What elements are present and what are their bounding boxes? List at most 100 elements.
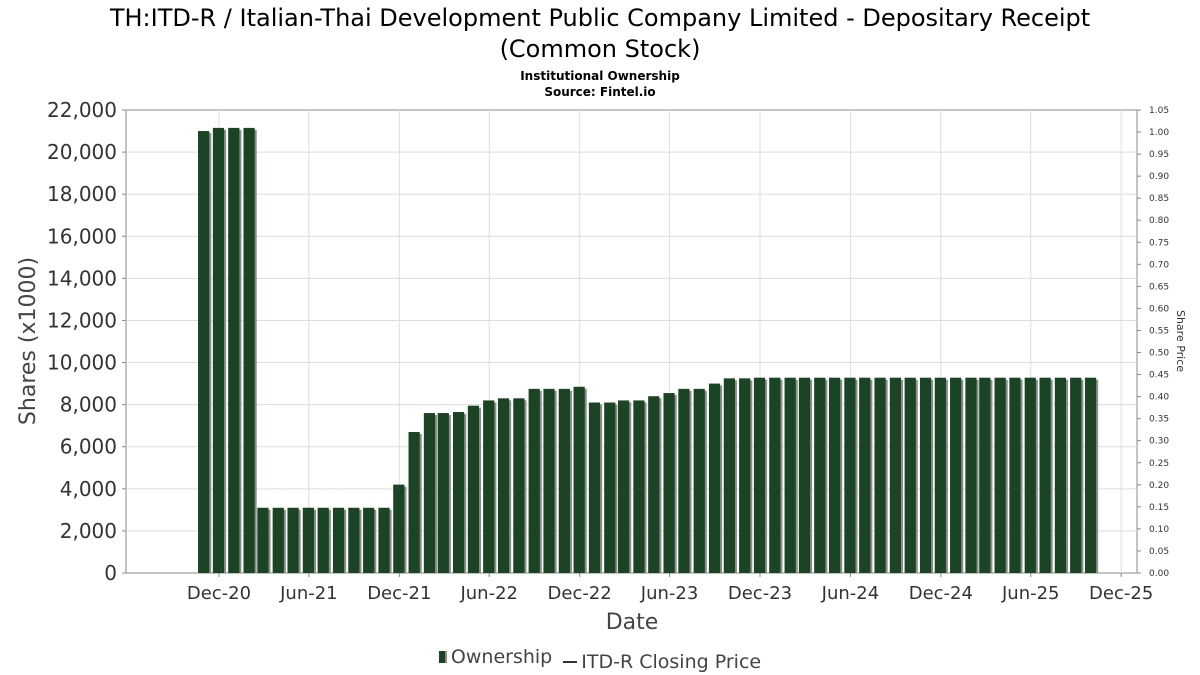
ownership-bar [1070, 377, 1082, 573]
ownership-bar [543, 388, 555, 573]
legend-item-ownership: Ownership [438, 646, 553, 668]
x-tick-label: Dec-22 [548, 583, 612, 604]
legend-item-price: ITD-R Closing Price [558, 651, 761, 673]
ownership-bar [814, 377, 826, 573]
y2-tick-label: 0.10 [1149, 525, 1169, 535]
x-tick-label: Jun-24 [821, 583, 880, 604]
ownership-bar [558, 388, 570, 573]
y2-tick-label: 0.30 [1149, 437, 1169, 447]
ownership-bar [663, 393, 675, 573]
ownership-bar [198, 131, 210, 573]
x-tick-label: Dec-20 [187, 583, 251, 604]
y2-tick-label: 0.35 [1149, 415, 1169, 425]
ownership-bar [467, 405, 480, 573]
chart-title-line-2: (Common Stock) [499, 35, 701, 63]
ownership-bar [317, 507, 329, 573]
ownership-bar [437, 413, 449, 573]
y-tick-label: 2,000 [60, 519, 117, 543]
ownership-bar [604, 402, 616, 573]
ownership-bars [198, 127, 1099, 573]
legend-label-ownership: Ownership [450, 646, 553, 668]
legend-bar-swatch [438, 651, 447, 663]
y2-tick-label: 0.70 [1149, 260, 1169, 270]
ownership-bar [829, 377, 841, 573]
ownership-bar [1039, 377, 1051, 573]
ownership-bar [423, 413, 436, 573]
ownership-bar [889, 377, 901, 573]
legend: Ownership ITD-R Closing Price [0, 646, 1200, 673]
ownership-bar [588, 402, 601, 573]
ownership-bar [1084, 377, 1097, 573]
y2-tick-label: 0.25 [1149, 459, 1169, 469]
ownership-bar [528, 388, 540, 573]
y-tick-label: 6,000 [60, 435, 117, 459]
x-tick-label: Dec-21 [367, 583, 431, 604]
y2-tick-label: 0.65 [1149, 282, 1169, 292]
ownership-bar [408, 431, 420, 573]
ownership-bar [950, 377, 962, 573]
ownership-bar [844, 377, 856, 573]
legend-line-swatch [563, 661, 578, 663]
ownership-bar [302, 507, 314, 573]
ownership-bar [753, 377, 766, 573]
y2-tick-label: 0.95 [1149, 150, 1169, 160]
legend-label-price: ITD-R Closing Price [581, 651, 762, 673]
x-tick-label: Jun-22 [459, 583, 518, 604]
ownership-bar [573, 386, 585, 573]
ownership-bar [979, 377, 991, 573]
x-tick-label: Jun-21 [279, 583, 338, 604]
y2-tick-label: 0.05 [1149, 547, 1169, 557]
ownership-bar [513, 398, 525, 573]
y2-tick-label: 0.90 [1149, 172, 1169, 182]
ownership-bar [272, 507, 284, 573]
ownership-bar [618, 400, 630, 573]
ownership-bar [693, 388, 705, 573]
chart-title-line-1: TH:ITD-R / Italian-Thai Development Publ… [109, 4, 1091, 32]
ownership-bar [243, 127, 255, 573]
ownership-bar [483, 400, 495, 573]
x-axis: Dec-20 Jun-21 Dec-21 Jun-22 Dec-22 Jun-23 Dec-… [187, 573, 1153, 604]
y2-tick-label: 0.00 [1149, 569, 1169, 579]
chart-subtitle-line-2: Source: Fintel.io [544, 85, 656, 99]
y2-tick-label: 0.80 [1149, 216, 1169, 226]
x-axis-title: Date [606, 610, 659, 635]
y2-tick-label: 0.60 [1149, 304, 1169, 314]
ownership-bar [1024, 377, 1036, 573]
x-tick-label: Dec-24 [909, 583, 973, 604]
ownership-bar [874, 377, 886, 573]
y2-tick-label: 1.05 [1149, 106, 1169, 116]
y-axis-title: Shares (x1000) [16, 257, 41, 425]
y-tick-label: 8,000 [60, 393, 117, 417]
ownership-bar [378, 507, 390, 573]
y2-tick-label: 0.75 [1149, 238, 1169, 248]
ownership-bar [798, 377, 811, 573]
y2-tick-label: 0.55 [1149, 326, 1169, 336]
ownership-bar [723, 378, 735, 573]
y-tick-label: 16,000 [47, 224, 117, 248]
y-tick-label: 12,000 [47, 308, 117, 332]
y-tick-label: 14,000 [47, 266, 117, 290]
y2-tick-label: 0.85 [1149, 194, 1169, 204]
ownership-bar [784, 377, 796, 573]
left-y-axis: 0 2,000 4,000 6,000 8,000 10,000 12,000 14,000 1… [47, 98, 126, 585]
ownership-bar [648, 396, 660, 573]
y2-tick-label: 0.45 [1149, 371, 1169, 381]
y2-tick-label: 0.40 [1149, 393, 1169, 403]
ownership-bar [497, 398, 510, 573]
y2-tick-label: 1.00 [1149, 128, 1169, 138]
ownership-bar [934, 377, 946, 573]
right-y-axis: 0.00 0.05 0.10 0.15 0.20 0.25 0.30 0.35 0.40 0.45… [1137, 106, 1169, 579]
x-tick-label: Dec-25 [1089, 583, 1153, 604]
ownership-bar [904, 377, 916, 573]
ownership-bar [228, 127, 240, 573]
ownership-bar [348, 507, 360, 573]
x-tick-label: Jun-25 [1001, 583, 1060, 604]
ownership-bar [212, 127, 225, 573]
y2-tick-label: 0.15 [1149, 503, 1169, 513]
ownership-bar [859, 377, 871, 573]
ownership-bar [739, 378, 751, 573]
y-tick-label: 0 [104, 561, 117, 585]
ownership-bar [1054, 377, 1067, 573]
ownership-bar [994, 377, 1006, 573]
